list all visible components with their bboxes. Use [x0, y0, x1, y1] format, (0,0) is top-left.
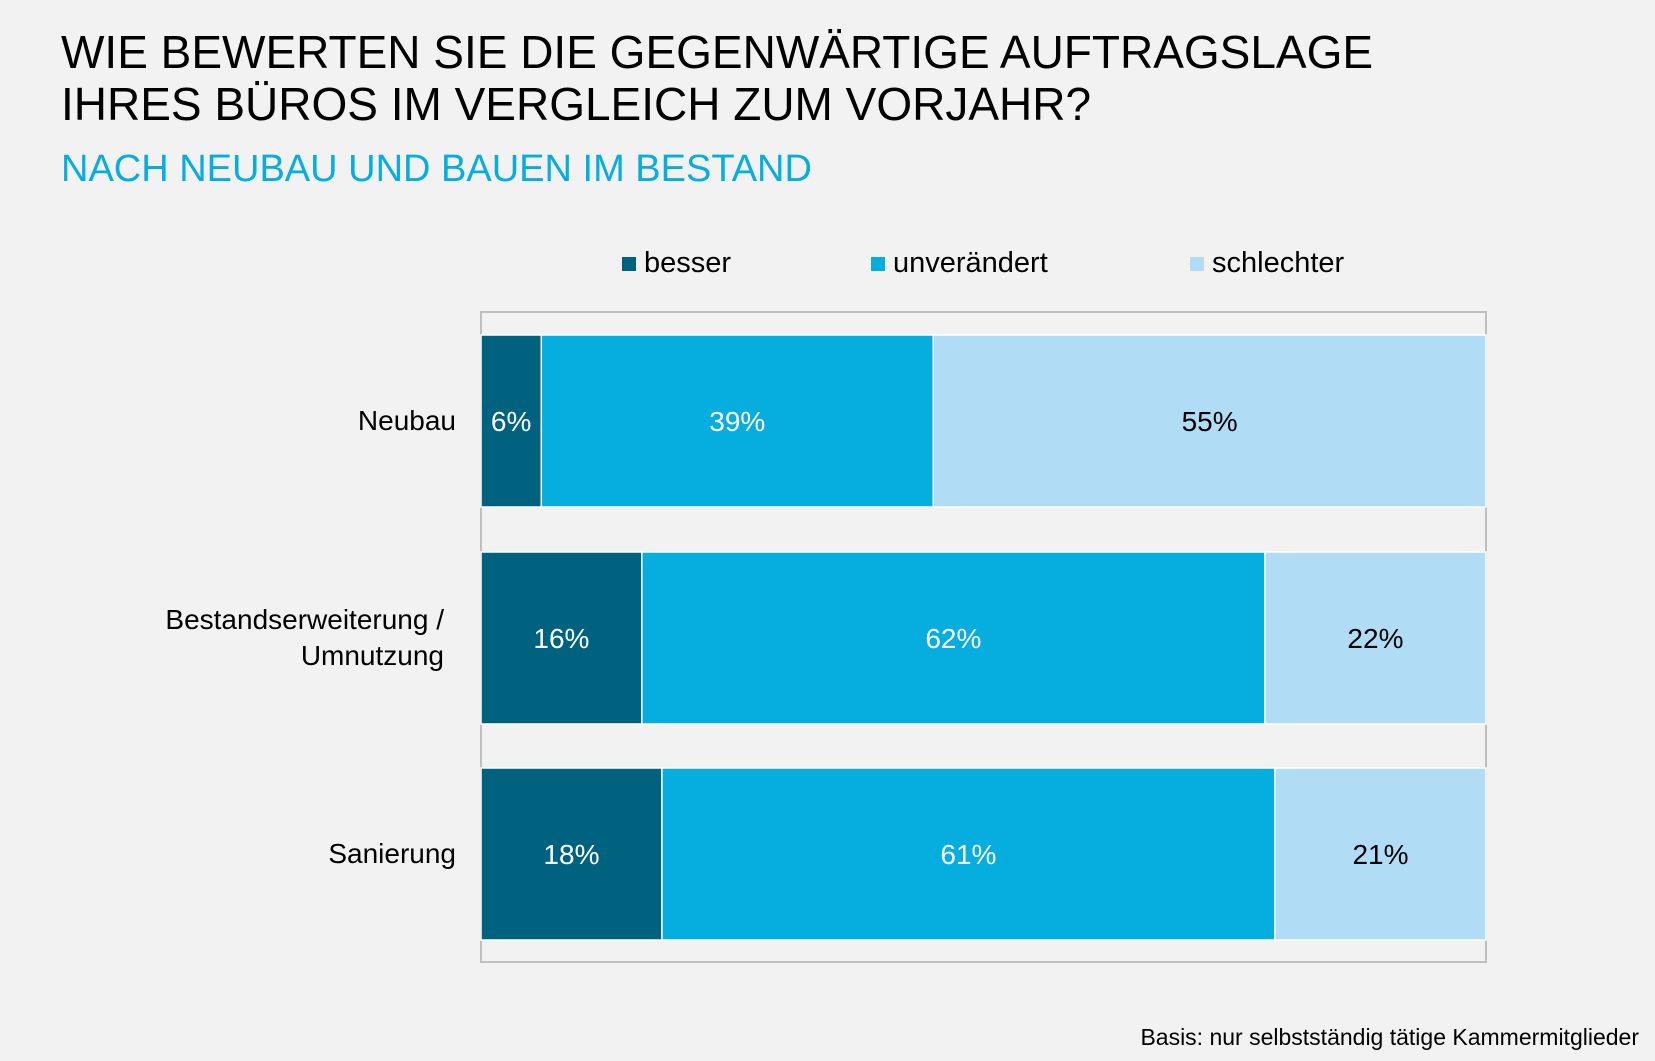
data-label-1-row-3: 18%: [543, 839, 599, 870]
bar-segment-2-row-3: [661, 767, 1276, 941]
bar-segment-2-row-2: [641, 551, 1266, 725]
bar-segment-3-row-3: [1274, 767, 1487, 941]
legend-item-1: besser: [622, 247, 731, 280]
chart-title: WIE BEWERTEN SIE DIE GEGENWÄRTIGE AUFTRA…: [61, 26, 1374, 130]
data-label-2-row-3: 61%: [940, 839, 996, 870]
category-label-1: Neubau: [357, 405, 456, 436]
bar-segment-3-row-1: [932, 334, 1487, 508]
data-label-1-row-1: 6%: [491, 406, 531, 437]
category-label-3: Sanierung: [328, 838, 456, 869]
bar-segment-3-row-2: [1264, 551, 1487, 725]
legend-label-3: schlechter: [1212, 247, 1345, 279]
data-label-3-row-3: 21%: [1352, 839, 1408, 870]
bar-segment-2-row-1: [540, 334, 934, 508]
data-label-3-row-1: 55%: [1182, 406, 1238, 437]
legend-label-1: besser: [644, 247, 732, 279]
footnote: Basis: nur selbstständig tätige Kammermi…: [1140, 1024, 1639, 1050]
legend-item-3: schlechter: [1190, 247, 1344, 280]
legend-swatch-2: [871, 256, 885, 271]
chart-subtitle: NACH NEUBAU UND BAUEN IM BESTAND: [61, 148, 812, 190]
bar-segment-1-row-3: [480, 767, 663, 941]
legend-swatch-3: [1190, 256, 1204, 271]
bar-segment-1-row-1: [480, 334, 543, 508]
category-labels: Neubau Bestandserweiterung / Umnutzung Sani…: [0, 0, 456, 1061]
data-label-3-row-2: 22%: [1347, 623, 1403, 654]
category-label-2: Bestandserweiterung / Umnutzung: [165, 604, 444, 671]
legend-item-2: unverändert: [871, 247, 1048, 280]
data-label-2-row-2: 62%: [925, 623, 981, 654]
legend-label-2: unverändert: [893, 247, 1048, 279]
data-label-1-row-2: 16%: [533, 623, 589, 654]
data-label-2-row-1: 39%: [709, 406, 765, 437]
bar-segment-1-row-2: [480, 551, 643, 725]
legend-swatch-1: [622, 256, 636, 271]
